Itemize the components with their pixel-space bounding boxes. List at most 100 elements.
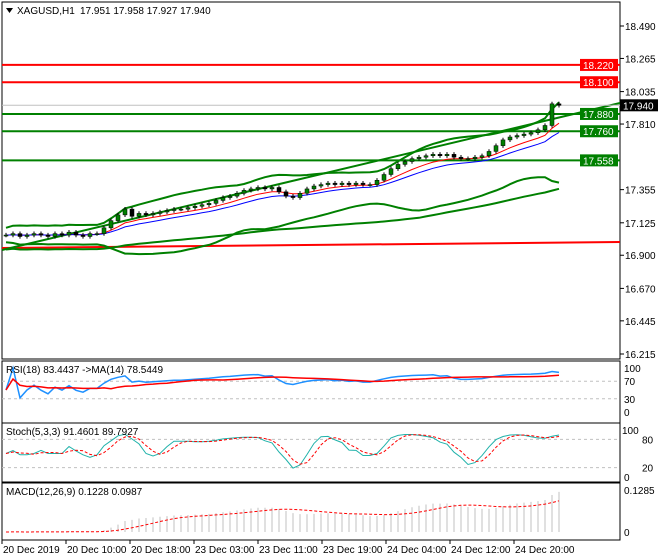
candle [24,234,30,237]
candle [66,231,72,236]
candle [164,210,170,213]
candle [178,208,184,211]
candle [521,133,527,136]
rsi-tick-label: 0 [624,408,630,419]
candle [150,213,156,216]
candle [171,208,177,211]
candle [549,103,555,126]
level-tag-label: 18.220 [583,61,614,72]
price-tick-label: 16.670 [625,284,656,295]
stoch-pane [1,422,621,483]
candle [199,204,205,207]
price-tick-label: 17.125 [625,219,656,230]
current-price-tag [620,99,658,112]
candle [185,207,191,210]
candle [318,184,324,187]
candle [311,185,317,190]
bollinger-upper [5,101,560,229]
candle [479,155,485,158]
macd-tick-label: 0 [624,528,630,539]
time-tick-label: 24 Dec 04:00 [387,545,447,556]
candle [437,154,443,157]
macd-tick-label: 0.1285 [624,486,655,497]
time-tick-label: 20 Dec 10:00 [67,545,127,556]
rsi-line [5,365,560,400]
candle [507,136,513,141]
price-tick-label: 16.445 [625,317,656,328]
candle [290,195,296,198]
candle [472,156,478,159]
candle [493,145,499,152]
ohlc-label: 17.951 17.958 17.927 17.940 [80,6,211,17]
candle [115,214,121,221]
time-tick-label: 20 Dec 18:00 [131,545,191,556]
candle [367,184,373,186]
candle [304,188,310,194]
candle [416,156,422,159]
candle [339,182,345,185]
candle [276,187,282,193]
candle [297,192,303,198]
candle [73,231,79,236]
candle [234,192,240,197]
level-tag-label: 17.558 [583,156,614,167]
green-trendline [1,102,621,251]
candle [395,164,401,169]
stoch-tick-label: 20 [642,464,654,475]
stoch-title: Stoch(5,3,3) 91.4601 89.7927 [6,427,139,438]
candle [535,129,541,133]
level-tag [580,107,618,120]
candle [213,200,219,204]
candle [206,203,212,206]
bollinger-lower [5,176,560,256]
stoch-main-line [5,433,560,469]
candle [430,154,436,157]
candle [192,205,198,208]
level-tag-label: 18.100 [583,78,614,89]
level-tag [580,154,618,167]
stoch-tick-label: 100 [622,426,639,437]
symbol-label: XAGUSD,H1 [17,6,75,17]
candle [486,151,492,157]
time-tick-label: 24 Dec 20:00 [515,545,575,556]
price-tick-label: 18.035 [625,88,656,99]
candle [52,233,58,237]
rsi-tick-label: 100 [624,364,641,375]
candle [129,208,135,217]
candle [451,154,457,158]
candle [136,213,142,217]
level-tag-label: 17.760 [583,127,614,138]
collapse-triangle-icon[interactable] [6,8,13,13]
candle [465,158,471,160]
candle [381,174,387,181]
candle [556,103,562,106]
candle [220,197,226,201]
level-tag-label: 17.880 [583,110,614,121]
main-pane [1,1,621,360]
candle [17,233,23,237]
candle [500,139,506,146]
macd-title: MACD(12,26,9) 0.1228 0.0987 [6,487,143,498]
candle [45,234,51,237]
price-tick-label: 16.215 [625,350,656,361]
candle [108,220,114,229]
candle [353,182,359,185]
candle [255,187,261,190]
rsi-tick-label: 70 [624,377,636,388]
candle [59,233,65,236]
time-tick-label: 23 Dec 19:00 [323,545,383,556]
candle [346,182,352,185]
candle [248,188,254,191]
candle [332,182,338,185]
candle [31,233,37,236]
candle [241,190,247,194]
current-price-label: 17.940 [623,101,654,112]
candle [402,161,408,165]
candle [542,125,548,131]
candle [374,180,380,185]
candle [38,233,44,236]
candle [388,168,394,175]
rsi-title: RSI(18) 83.4437 ->MA(14) 78.5449 [6,365,163,376]
envelope-lower [5,187,560,251]
